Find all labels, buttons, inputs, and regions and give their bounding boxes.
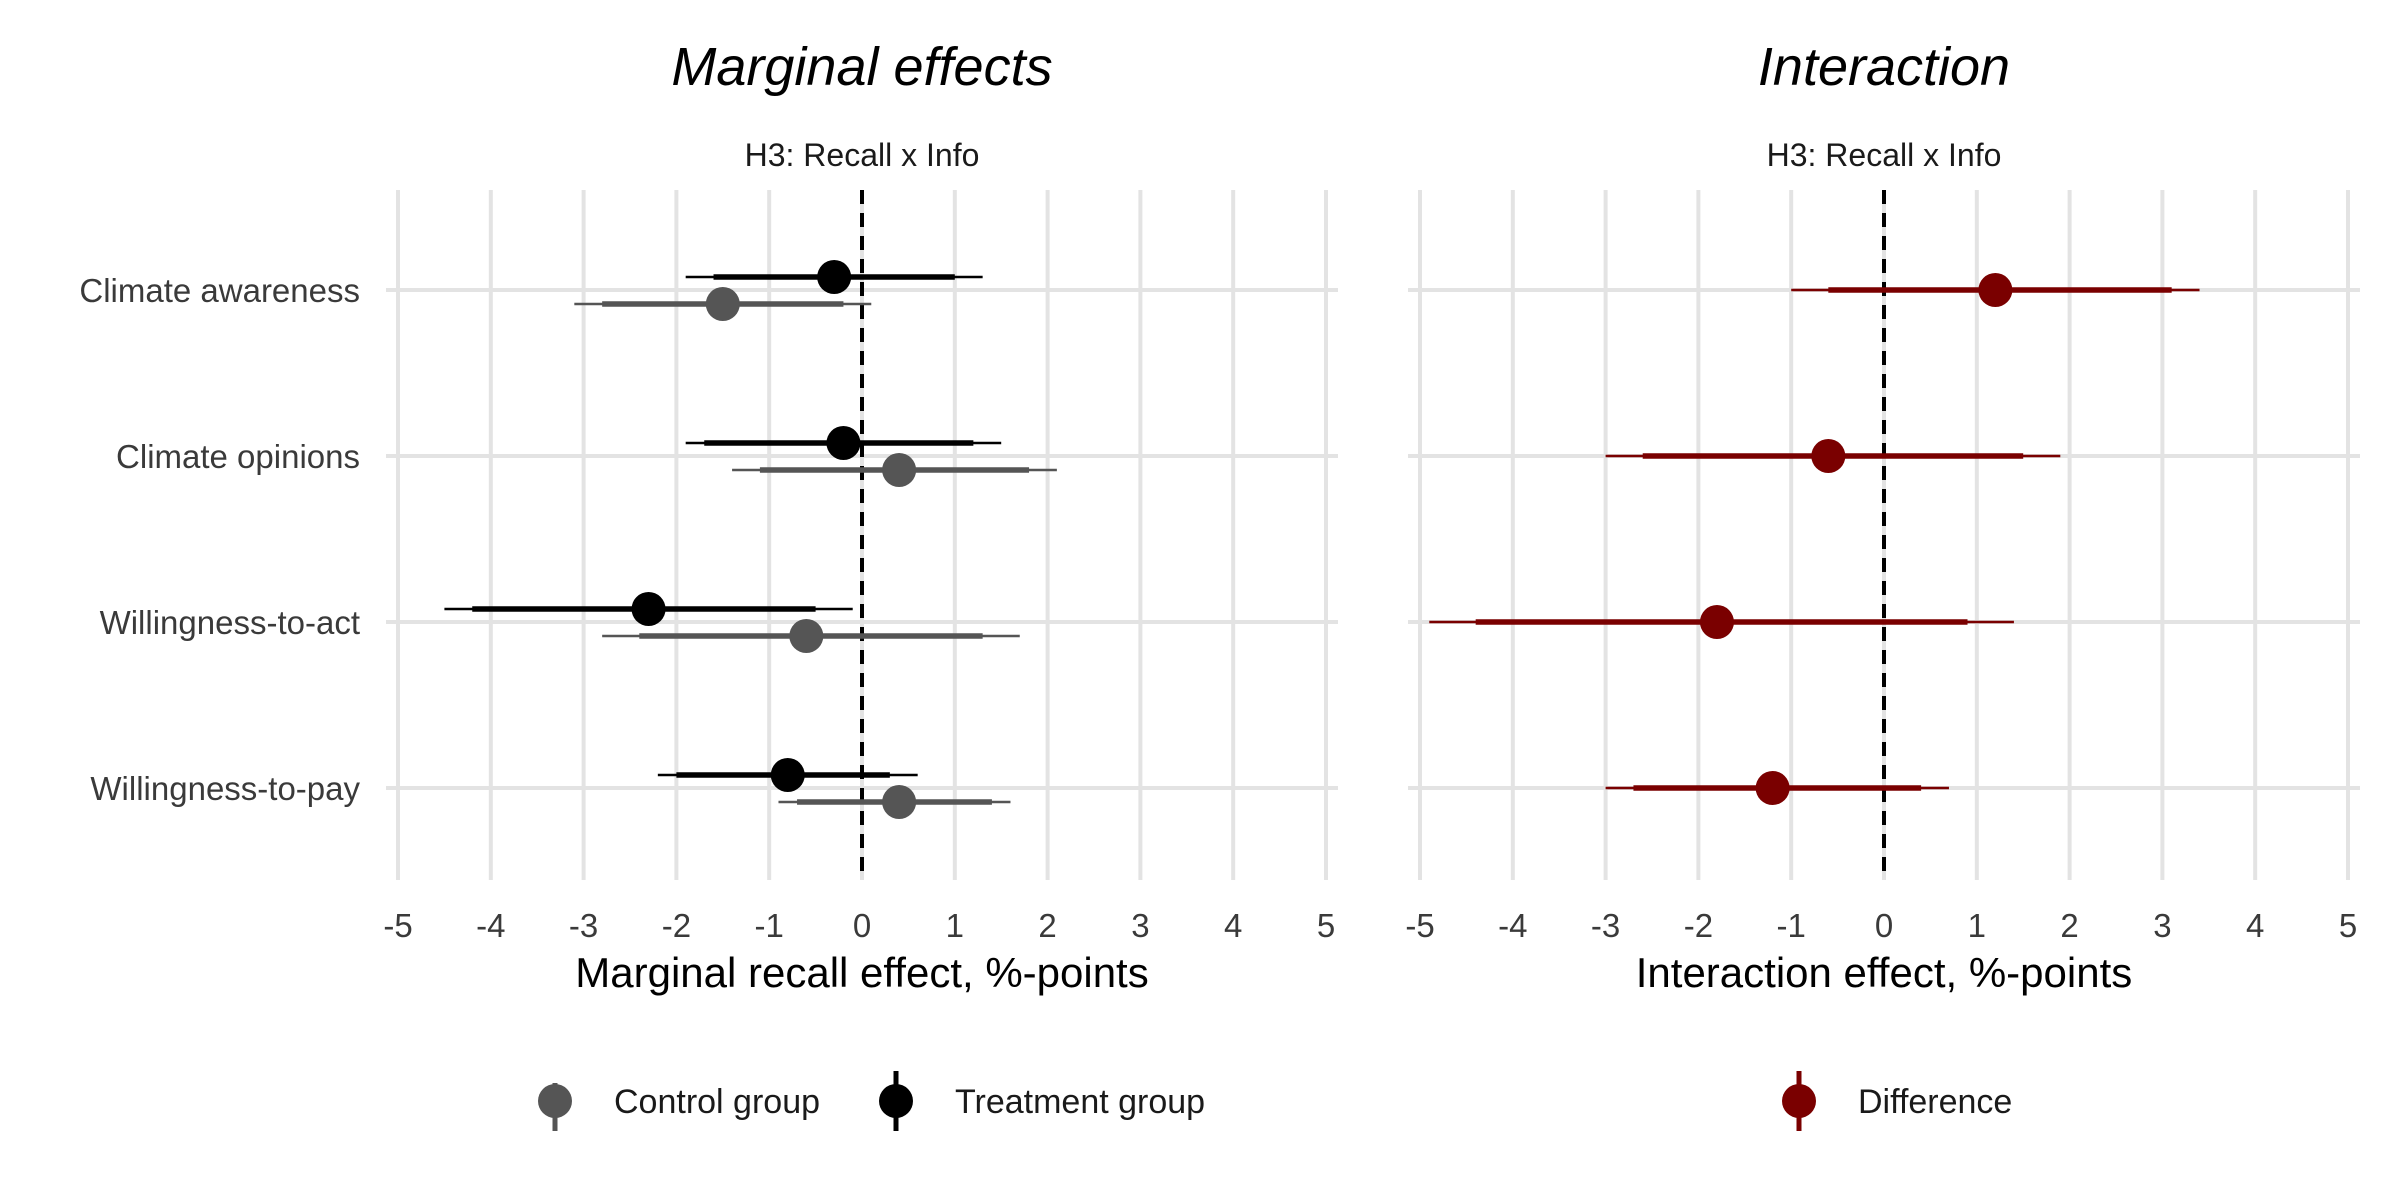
data-marks	[1429, 273, 2200, 805]
x-tick-label: -4	[1498, 907, 1527, 944]
x-tick-label: -3	[1591, 907, 1620, 944]
x-tick-label: 3	[1131, 907, 1149, 944]
y-tick-label: Willingness-to-pay	[90, 770, 360, 807]
x-axis-tick-labels: -5 -4 -3 -2 -1 0 1 2 3 4 5	[1405, 907, 2357, 944]
x-axis-label: Interaction effect, %-points	[1636, 949, 2133, 996]
estimate-point	[770, 758, 805, 792]
x-axis-label: Marginal recall effect, %-points	[575, 949, 1148, 996]
y-tick-label: Climate opinions	[116, 438, 360, 475]
panel-interaction: Interaction H3: Recall x Info -5 -4 -3 -2 -1…	[1405, 37, 2360, 996]
estimate-point	[1699, 605, 1734, 639]
estimate-point	[882, 785, 917, 819]
strip-label: H3: Recall x Info	[1767, 137, 2002, 173]
x-axis-tick-labels: -5 -4 -3 -2 -1 0 1 2 3 4 5	[383, 907, 1335, 944]
estimate-point	[882, 453, 917, 487]
legend-marginal-effects: Control group Treatment group	[538, 1071, 1205, 1131]
legend-label: Difference	[1858, 1083, 2012, 1121]
x-tick-label: 3	[2153, 907, 2171, 944]
x-tick-label: 2	[2060, 907, 2078, 944]
x-tick-label: -5	[1405, 907, 1434, 944]
data-marks	[444, 260, 1057, 819]
x-tick-label: -4	[476, 907, 505, 944]
x-tick-label: 0	[853, 907, 871, 944]
y-axis-tick-labels: Climate awareness Climate opinions Willing…	[79, 272, 360, 807]
x-tick-label: 4	[1224, 907, 1242, 944]
legend-item-control: Control group	[538, 1083, 820, 1131]
legend-key-point	[538, 1084, 572, 1118]
estimate-point	[817, 260, 852, 294]
x-tick-label: 0	[1875, 907, 1893, 944]
x-tick-label: -1	[1777, 907, 1806, 944]
x-tick-label: 1	[1968, 907, 1986, 944]
legend-item-treatment: Treatment group	[879, 1071, 1205, 1131]
estimate-point	[1978, 273, 2013, 307]
estimate-point	[631, 592, 666, 626]
legend-key-point	[879, 1084, 913, 1118]
x-tick-label: -2	[662, 907, 691, 944]
y-tick-label: Willingness-to-act	[100, 604, 360, 641]
panel-title: Marginal effects	[671, 37, 1052, 97]
estimate-point	[789, 619, 824, 653]
legend-item-difference: Difference	[1782, 1071, 2012, 1131]
panel-marginal-effects: Marginal effects H3: Recall x Info Clima…	[79, 37, 1338, 996]
legend-interaction: Difference	[1782, 1071, 2012, 1131]
legend-key-point	[1782, 1084, 1816, 1118]
legend-label: Treatment group	[955, 1083, 1205, 1121]
x-tick-label: 1	[946, 907, 964, 944]
estimate-point	[1811, 439, 1846, 473]
x-tick-label: -2	[1684, 907, 1713, 944]
estimate-point	[705, 287, 740, 321]
legend-label: Control group	[614, 1083, 820, 1121]
panel-title: Interaction	[1758, 37, 2010, 97]
estimate-point	[826, 426, 861, 460]
y-tick-label: Climate awareness	[79, 272, 360, 309]
x-tick-label: 5	[2339, 907, 2357, 944]
x-tick-label: -3	[569, 907, 598, 944]
x-tick-label: 2	[1038, 907, 1056, 944]
x-tick-label: -1	[755, 907, 784, 944]
strip-label: H3: Recall x Info	[745, 137, 980, 173]
estimate-point	[1755, 771, 1790, 805]
x-tick-label: 4	[2246, 907, 2264, 944]
x-tick-label: 5	[1317, 907, 1335, 944]
x-tick-label: -5	[383, 907, 412, 944]
